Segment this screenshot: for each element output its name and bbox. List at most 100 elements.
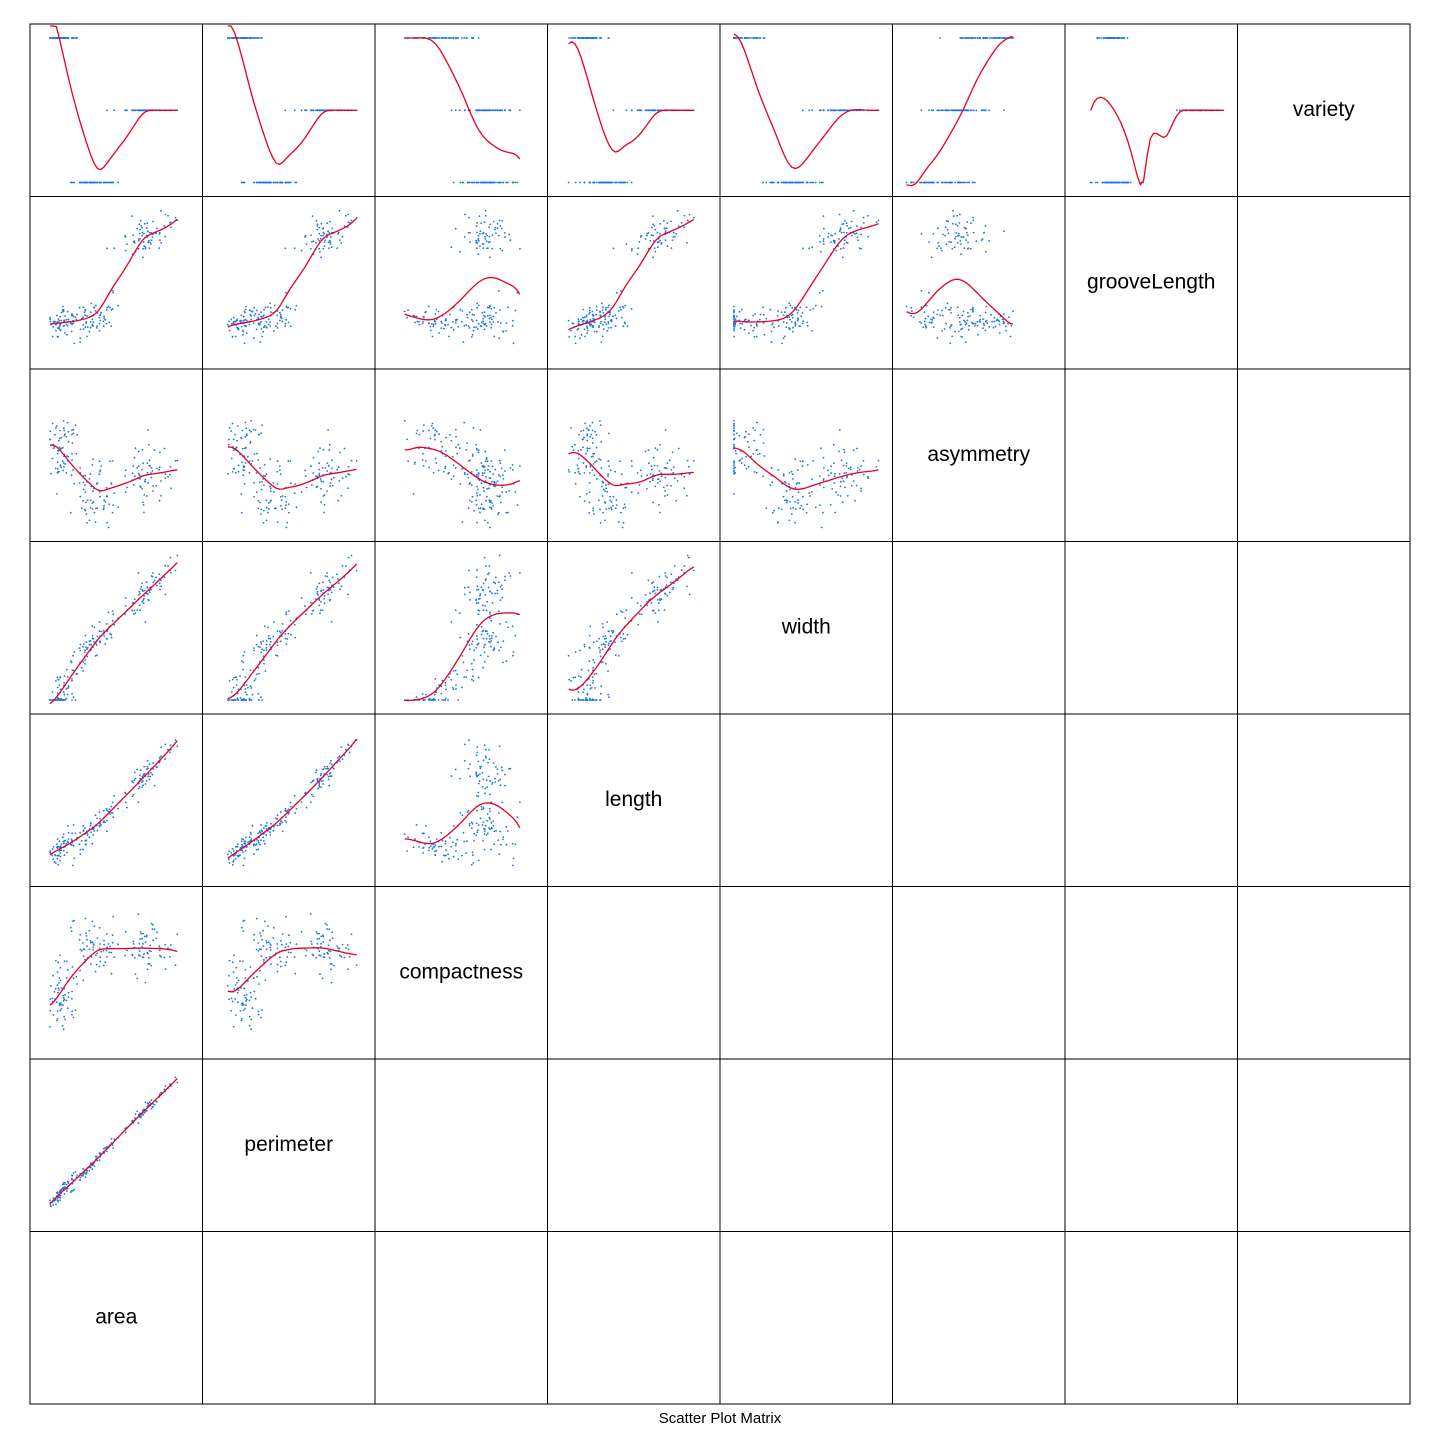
data-point (464, 593, 466, 596)
data-point (156, 467, 158, 470)
data-point (992, 326, 995, 329)
data-point (105, 830, 108, 833)
data-point (480, 222, 483, 225)
data-point (98, 322, 101, 325)
data-point (112, 291, 115, 294)
data-point (326, 773, 329, 776)
data-point (802, 320, 805, 323)
data-point (800, 315, 803, 318)
data-point (574, 181, 577, 184)
data-point (860, 490, 862, 492)
data-point (473, 326, 475, 329)
data-point (450, 37, 453, 39)
data-point (470, 471, 473, 473)
data-point (276, 460, 279, 463)
data-point (54, 854, 57, 857)
data-point (102, 507, 105, 510)
data-point (73, 482, 76, 485)
data-point (235, 845, 237, 848)
data-point (269, 321, 272, 323)
data-point (476, 638, 478, 640)
data-point (587, 669, 590, 672)
data-point (936, 337, 939, 340)
data-point (258, 830, 261, 832)
data-point (928, 321, 931, 324)
data-point (476, 585, 479, 588)
data-point (257, 848, 260, 851)
data-point (305, 486, 308, 489)
data-point (49, 438, 51, 441)
data-point (630, 597, 633, 599)
data-point (75, 452, 78, 455)
data-point (67, 831, 70, 834)
data-point (463, 37, 466, 39)
data-point (745, 430, 747, 433)
data-point (969, 247, 972, 250)
data-point (454, 109, 457, 112)
data-point (477, 642, 480, 645)
data-point (956, 109, 959, 112)
data-point (264, 181, 267, 184)
data-point (492, 762, 495, 764)
data-point (230, 430, 233, 432)
data-point (499, 109, 502, 112)
data-point (72, 654, 74, 657)
data-point (244, 843, 246, 845)
data-point (145, 227, 148, 230)
data-point (89, 321, 92, 323)
smoother-line (50, 25, 178, 171)
smoother-line (733, 447, 879, 490)
data-point (963, 181, 965, 184)
data-point (347, 213, 349, 216)
data-point (66, 325, 69, 327)
data-point (91, 318, 94, 321)
data-point (483, 643, 486, 646)
data-point (304, 109, 307, 112)
data-point (753, 471, 756, 473)
data-point (498, 649, 501, 652)
data-point (276, 630, 279, 633)
data-point (765, 507, 768, 510)
data-point (113, 492, 116, 494)
data-point (147, 230, 149, 233)
data-point (52, 447, 55, 450)
data-point (964, 37, 967, 39)
data-point (328, 784, 331, 787)
data-point (160, 585, 163, 588)
data-point (319, 447, 321, 450)
data-point (504, 109, 506, 112)
data-point (919, 321, 921, 323)
data-point (56, 461, 59, 464)
data-point (806, 324, 809, 327)
data-point (743, 37, 746, 39)
data-point (499, 462, 502, 465)
data-point (138, 786, 141, 788)
data-point (242, 654, 245, 657)
data-point (454, 609, 457, 611)
data-point (483, 744, 486, 747)
data-point (588, 660, 591, 663)
data-point (498, 495, 501, 498)
data-point (752, 37, 754, 39)
data-point (477, 449, 480, 452)
data-point (253, 306, 255, 309)
data-point (452, 455, 454, 458)
data-point (923, 320, 926, 323)
data-point (144, 246, 147, 249)
data-point (771, 481, 773, 484)
data-point (475, 319, 478, 322)
data-point (318, 232, 321, 235)
data-point (686, 554, 689, 557)
data-point (63, 842, 65, 845)
data-point (457, 699, 460, 701)
data-point (602, 482, 605, 484)
data-point (348, 473, 351, 476)
data-point (66, 310, 69, 313)
data-point (336, 468, 338, 471)
data-point (443, 327, 445, 330)
data-point (150, 243, 152, 245)
data-point (488, 317, 491, 320)
data-point (794, 458, 797, 460)
data-point (589, 311, 591, 314)
data-point (983, 37, 985, 39)
